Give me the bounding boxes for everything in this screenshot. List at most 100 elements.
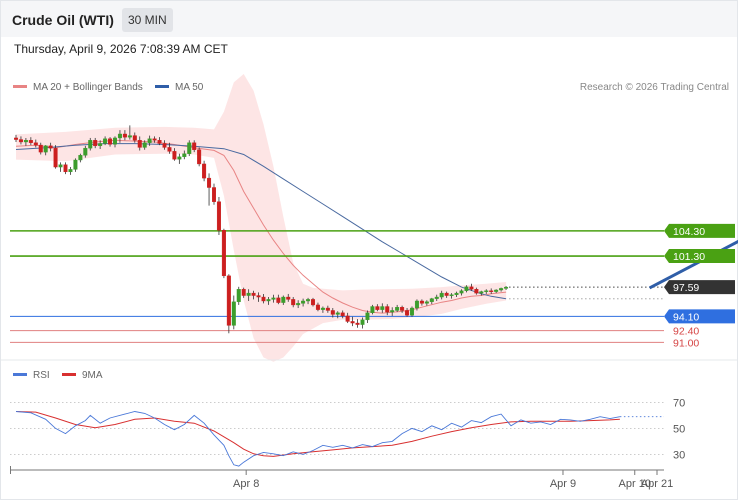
candle-body — [414, 300, 419, 309]
candle-body — [68, 169, 73, 173]
candle — [48, 142, 53, 152]
candle-body — [221, 230, 226, 277]
candle — [439, 290, 444, 300]
candle — [13, 134, 18, 142]
candle-body — [162, 143, 167, 148]
candle — [469, 283, 474, 291]
candle — [187, 140, 192, 157]
candle — [385, 304, 390, 316]
candle-body — [43, 145, 48, 153]
candle — [202, 160, 207, 182]
candle — [320, 306, 325, 313]
rsi-tick-label: 70 — [673, 397, 685, 409]
candle — [157, 137, 162, 146]
rsi-grid: 70 50 30 — [10, 397, 685, 461]
candle — [167, 142, 172, 154]
instrument-title: Crude Oil (WTI) — [12, 12, 114, 28]
price-level-label: 92.40 — [673, 326, 699, 338]
legend-swatch-ma50 — [155, 85, 169, 88]
candle-body — [53, 147, 58, 168]
candle-body — [474, 289, 479, 294]
candle — [291, 297, 296, 308]
bollinger-band — [16, 74, 507, 362]
candle-body — [469, 286, 474, 290]
price-legend: MA 20 + Bollinger Bands MA 50 — [13, 82, 204, 93]
candle — [360, 317, 365, 329]
candle — [147, 135, 152, 146]
candle-body — [112, 137, 117, 145]
candle-body — [410, 307, 415, 316]
price-tag-label: 104.30 — [673, 226, 705, 238]
candle-body — [449, 294, 454, 296]
price-tag: 94.10 — [664, 309, 735, 324]
candle — [434, 294, 439, 301]
candle — [464, 285, 469, 293]
candle — [137, 136, 142, 151]
candle-body — [385, 306, 390, 313]
candle — [98, 140, 103, 150]
interval-button[interactable]: 30 MIN — [122, 8, 173, 32]
candle-body — [152, 138, 157, 141]
candle — [73, 158, 78, 172]
price-tag-background — [664, 249, 735, 264]
candle-body — [182, 153, 187, 158]
candle-body — [271, 297, 276, 300]
candle-body — [167, 147, 172, 152]
candle-body — [296, 303, 301, 306]
candle — [83, 145, 88, 158]
candle-body — [400, 307, 405, 311]
candle-body — [281, 296, 286, 303]
candle-body — [211, 187, 216, 202]
candle — [58, 162, 63, 172]
rsi-tick-label: 30 — [673, 449, 685, 461]
candle-body — [142, 142, 147, 148]
candle-body — [192, 142, 197, 150]
candle-body — [187, 142, 192, 154]
candle — [251, 290, 256, 300]
candle — [395, 304, 400, 313]
candle-body — [439, 292, 444, 298]
candle-body — [207, 177, 212, 188]
candle — [276, 294, 281, 305]
candle-body — [58, 164, 63, 168]
candle — [429, 297, 434, 305]
price-tag-background — [664, 223, 735, 238]
candle — [365, 310, 370, 324]
candle — [177, 153, 182, 164]
rsi-lines — [15, 411, 664, 467]
candle — [325, 305, 330, 313]
candle-body — [315, 304, 320, 310]
legend-swatch-9ma — [62, 373, 76, 376]
candle — [400, 305, 405, 313]
candle-body — [494, 289, 499, 292]
candle-body — [88, 140, 93, 149]
candle-body — [424, 301, 429, 304]
candle-body — [172, 151, 177, 160]
candle-body — [345, 315, 350, 322]
candle — [172, 148, 177, 161]
candle-body — [459, 290, 464, 294]
candle — [410, 306, 415, 317]
candle-body — [13, 137, 18, 140]
candle — [38, 142, 43, 155]
candle — [236, 286, 241, 305]
candle — [93, 137, 98, 149]
candle — [266, 297, 271, 305]
candle — [78, 153, 83, 163]
candle — [162, 140, 167, 150]
candle-body — [350, 321, 355, 324]
candle — [33, 139, 38, 148]
candle — [350, 316, 355, 327]
candle — [405, 308, 410, 317]
research-credit: Research © 2026 Trading Central — [580, 82, 729, 93]
candle — [63, 162, 68, 175]
candle-body — [464, 286, 469, 291]
candle — [315, 302, 320, 312]
candle — [444, 291, 449, 298]
legend-label-ma20: MA 20 + Bollinger Bands — [33, 82, 143, 93]
candle-body — [256, 295, 261, 298]
candle-body — [231, 301, 236, 326]
candle-body — [147, 138, 152, 143]
